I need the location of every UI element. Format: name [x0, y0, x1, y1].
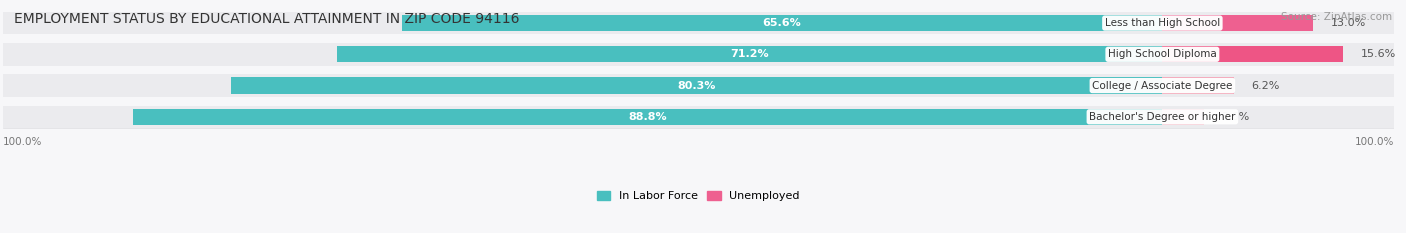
Bar [1163, 106, 1395, 128]
Legend: In Labor Force, Unemployed: In Labor Force, Unemployed [593, 186, 804, 206]
Bar [3, 12, 1163, 34]
Bar [337, 46, 1163, 62]
Text: Less than High School: Less than High School [1105, 18, 1220, 28]
Bar [1163, 109, 1204, 125]
Bar [1163, 77, 1234, 94]
Text: College / Associate Degree: College / Associate Degree [1092, 81, 1233, 91]
Text: 71.2%: 71.2% [730, 49, 769, 59]
Text: 13.0%: 13.0% [1330, 18, 1365, 28]
Text: 6.2%: 6.2% [1251, 81, 1279, 91]
Text: 80.3%: 80.3% [678, 81, 716, 91]
Text: EMPLOYMENT STATUS BY EDUCATIONAL ATTAINMENT IN ZIP CODE 94116: EMPLOYMENT STATUS BY EDUCATIONAL ATTAINM… [14, 12, 520, 26]
Bar [1163, 74, 1395, 97]
Text: 65.6%: 65.6% [762, 18, 801, 28]
Bar [132, 109, 1163, 125]
Text: 88.8%: 88.8% [628, 112, 666, 122]
Text: High School Diploma: High School Diploma [1108, 49, 1216, 59]
Text: 100.0%: 100.0% [3, 137, 42, 147]
Bar [1163, 43, 1395, 65]
Text: Bachelor's Degree or higher: Bachelor's Degree or higher [1090, 112, 1236, 122]
Text: 100.0%: 100.0% [1355, 137, 1395, 147]
Bar [3, 43, 1163, 65]
Text: 3.6%: 3.6% [1222, 112, 1250, 122]
Text: 15.6%: 15.6% [1361, 49, 1396, 59]
Bar [3, 106, 1163, 128]
Bar [3, 74, 1163, 97]
Bar [1163, 15, 1313, 31]
Bar [1163, 12, 1395, 34]
Bar [1163, 46, 1343, 62]
Bar [231, 77, 1163, 94]
Text: Source: ZipAtlas.com: Source: ZipAtlas.com [1281, 12, 1392, 22]
Bar [402, 15, 1163, 31]
